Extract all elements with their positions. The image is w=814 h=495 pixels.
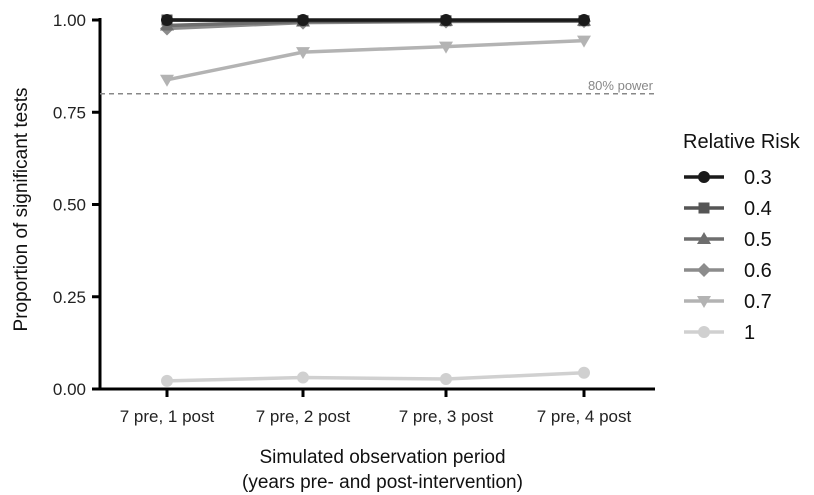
data-point [160,74,174,87]
legend-title: Relative Risk [683,131,801,153]
legend-item: 0.5 [684,229,772,251]
data-point [577,35,591,48]
legend-label: 0.4 [744,198,772,220]
data-point [161,14,173,26]
x-tick-label: 7 pre, 4 post [537,407,632,426]
y-tick-label: 0.00 [53,380,86,399]
series-1 [161,366,590,387]
legend-swatch-marker [698,326,710,338]
data-point [161,374,173,387]
data-point [297,371,309,384]
data-point [578,14,590,26]
legend-item: 0.7 [684,291,772,313]
series-line [166,38,585,82]
y-tick-label: 1.00 [53,11,86,30]
legend-item: 1 [684,322,755,344]
data-point [440,373,452,386]
y-tick-label: 0.75 [53,103,86,122]
legend-swatch-marker [698,171,710,183]
data-point [578,366,590,379]
reference-line-label: 80% power [588,78,654,93]
y-axis-title: Proportion of significant tests [11,88,32,332]
legend-item: 0.3 [684,167,772,189]
legend-item: 0.6 [684,260,772,282]
legend: Relative Risk 0.3 0.4 0.5 0.6 0.7 1 [683,131,801,344]
data-point [297,14,309,26]
data-point [439,41,453,54]
legend-swatch-marker [698,202,710,214]
legend-label: 0.6 [744,260,772,282]
legend-label: 0.7 [744,291,772,313]
x-axis-title: Simulated observation period [259,447,505,468]
y-tick-label: 0.25 [53,288,86,307]
series-0.3 [161,14,590,26]
series-line [166,371,585,383]
legend-label: 0.3 [744,167,772,189]
legend-label: 0.5 [744,229,772,251]
data-point [296,47,310,60]
legend-item: 0.4 [684,198,772,220]
x-tick-label: 7 pre, 1 post [120,407,215,426]
legend-swatch-marker [697,232,711,244]
data-point [440,14,452,26]
series-0.7 [160,35,591,87]
y-tick-label: 0.50 [53,196,86,215]
x-tick-label: 7 pre, 2 post [256,407,351,426]
legend-label: 1 [744,322,755,344]
x-axis-subtitle: (years pre- and post-intervention) [242,472,523,493]
x-tick-label: 7 pre, 3 post [399,407,494,426]
legend-swatch-marker [697,296,711,308]
legend-swatch-marker [697,263,711,277]
